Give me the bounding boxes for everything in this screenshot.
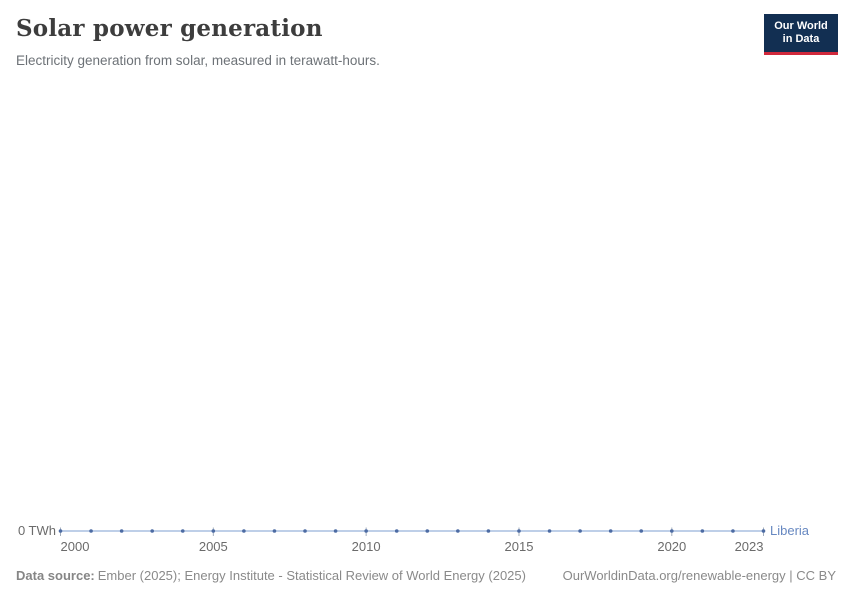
data-point-marker[interactable] — [639, 529, 644, 533]
owid-logo[interactable]: Our World in Data — [764, 14, 838, 55]
data-point-marker[interactable] — [58, 529, 63, 533]
x-axis-tick-label: 2023 — [734, 539, 764, 554]
data-source-note: Data source: Ember (2025); Energy Institu… — [16, 568, 526, 583]
data-point-marker[interactable] — [456, 529, 460, 533]
data-point-marker[interactable] — [578, 529, 582, 533]
chart-title: Solar power generation — [16, 15, 323, 42]
data-point-marker[interactable] — [517, 529, 521, 533]
data-point-marker[interactable] — [486, 529, 491, 533]
data-point-marker[interactable] — [547, 529, 552, 533]
data-point-marker[interactable] — [89, 529, 93, 533]
chart-subtitle: Electricity generation from solar, measu… — [16, 53, 380, 68]
chart-footer: Data source: Ember (2025); Energy Institu… — [16, 568, 836, 583]
data-source-text: Ember (2025); Energy Institute - Statist… — [97, 568, 526, 583]
data-point-marker[interactable] — [394, 529, 399, 533]
data-point-marker[interactable] — [303, 529, 307, 533]
data-point-marker[interactable] — [731, 529, 735, 533]
data-point-marker[interactable] — [670, 529, 674, 533]
data-point-marker[interactable] — [211, 529, 216, 533]
data-point-marker[interactable] — [150, 529, 154, 533]
data-point-marker[interactable] — [333, 529, 338, 533]
x-axis-tick-label: 2015 — [504, 539, 534, 554]
owid-logo-text-line1: Our World — [774, 20, 828, 32]
data-point-marker[interactable] — [119, 529, 124, 533]
data-source-label: Data source: — [16, 568, 95, 583]
owid-logo-text-line2: in Data — [782, 33, 820, 45]
data-point-marker[interactable] — [242, 529, 246, 533]
footer-credit-link[interactable]: OurWorldinData.org/renewable-energy | CC… — [562, 568, 836, 583]
x-axis-tick-label: 2000 — [60, 539, 90, 554]
series-end-label[interactable]: Liberia — [770, 523, 810, 538]
y-axis-zero-label: 0 TWh — [17, 523, 56, 538]
data-point-marker[interactable] — [364, 529, 368, 533]
data-point-marker[interactable] — [272, 529, 277, 533]
x-axis-tick-label: 2010 — [351, 539, 381, 554]
data-point-marker[interactable] — [608, 529, 613, 533]
x-axis-tick-label: 2020 — [657, 539, 687, 554]
data-point-marker[interactable] — [425, 529, 430, 533]
data-point-marker[interactable] — [700, 529, 705, 533]
data-point-marker[interactable] — [761, 529, 766, 533]
data-point-marker[interactable] — [180, 529, 185, 533]
x-axis-tick-label: 2005 — [198, 539, 228, 554]
